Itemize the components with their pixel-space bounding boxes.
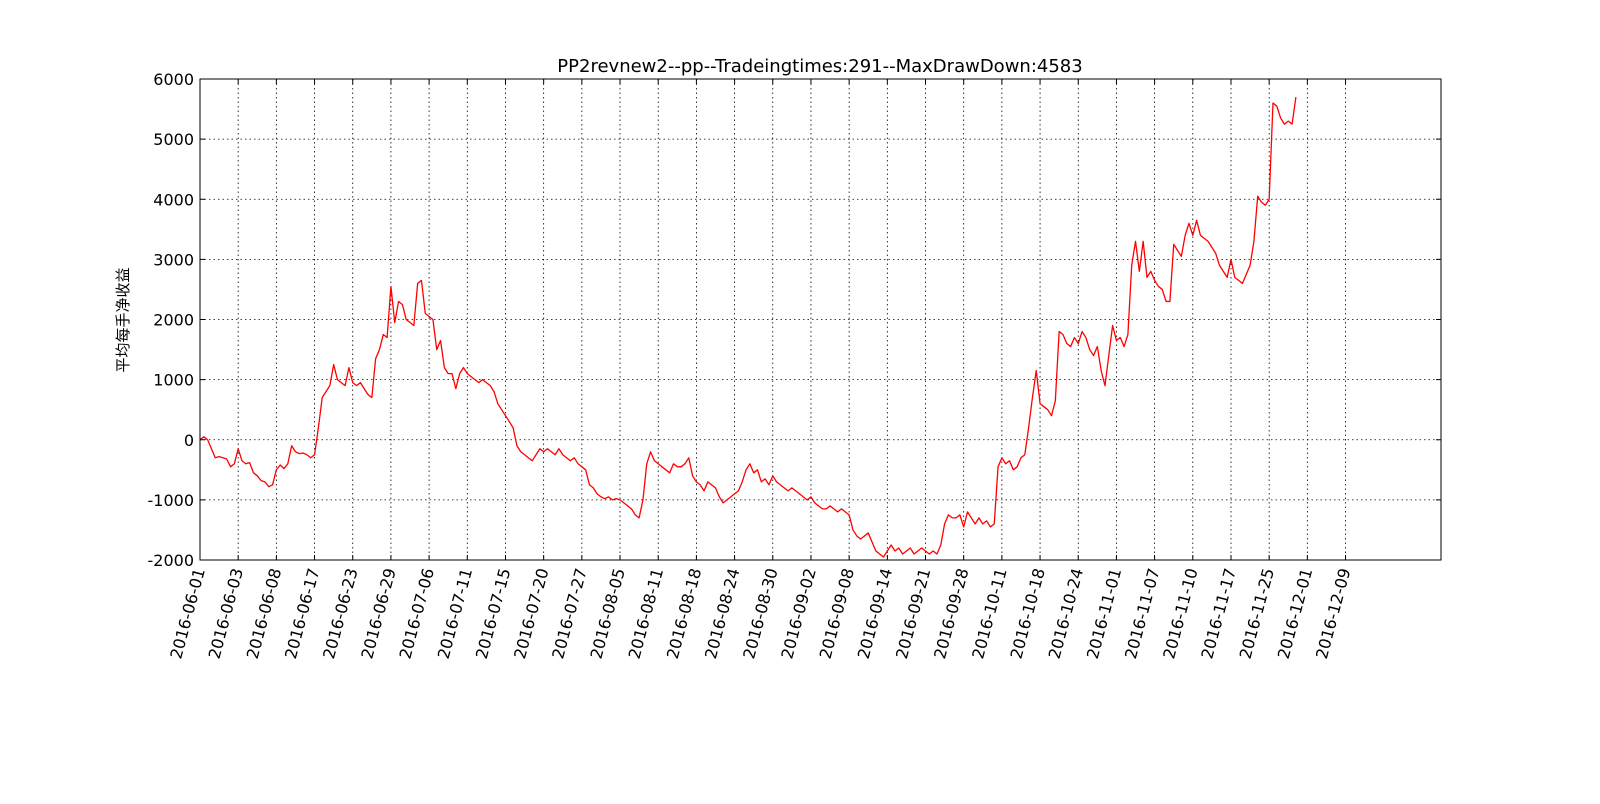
y-tick-label: 6000 [153, 70, 194, 89]
y-axis-label: 平均每手净收益 [114, 267, 132, 372]
y-tick-label: -2000 [148, 551, 195, 570]
y-tick-label: 1000 [153, 371, 194, 390]
y-tick-label: -1000 [148, 491, 195, 510]
series-layer [199, 96, 1297, 558]
y-tick-label: 0 [184, 431, 194, 450]
y-tick-label: 2000 [153, 311, 194, 330]
chart-title: PP2revnew2--pp--Tradeingtimes:291--MaxDr… [557, 56, 1082, 77]
grid [200, 79, 1441, 560]
series-line [199, 96, 1297, 558]
y-tick-label: 5000 [153, 130, 194, 149]
y-tick-label: 4000 [153, 190, 194, 209]
y-tick-label: 3000 [153, 250, 194, 269]
